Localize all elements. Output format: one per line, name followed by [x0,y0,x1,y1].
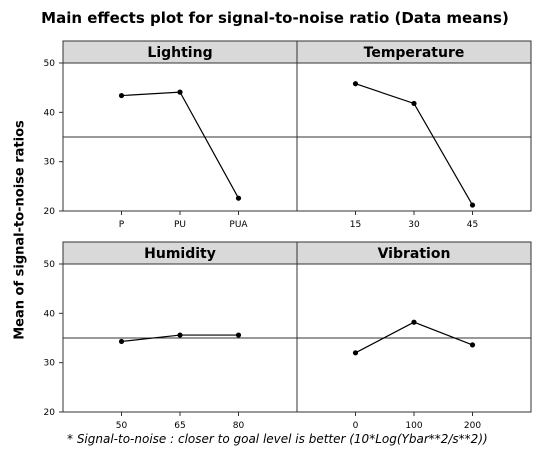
y-tick-label: 40 [44,309,56,319]
data-point [177,332,183,338]
panel-vibration: Vibration 0 100 200 [296,241,532,431]
panel-title-humidity: Humidity [144,246,216,262]
x-tick-label: 50 [116,421,128,431]
x-tick-label: P [119,220,125,230]
x-tick-label: PUA [229,220,248,230]
footnote: * Signal-to-noise : closer to goal level… [67,432,488,446]
x-tick-label: 15 [350,220,361,230]
data-point [177,89,183,95]
data-point [118,338,125,345]
data-point [469,342,476,348]
data-point [352,350,359,356]
panel-title-vibration: Vibration [378,246,451,262]
x-tick-label: 100 [405,421,422,431]
y-tick-label: 30 [44,359,56,369]
y-tick-label: 20 [44,408,56,418]
data-point [411,319,417,325]
data-point [352,81,359,87]
panel-humidity: Humidity 20 30 40 50 50 65 80 [44,241,298,431]
data-point [469,202,476,208]
data-point [411,100,417,107]
x-tick-label: 200 [464,421,481,431]
x-tick-label: 0 [353,421,359,431]
chart-title: Main effects plot for signal-to-noise ra… [41,9,509,27]
y-tick-label: 20 [44,207,56,217]
panel-temperature: Temperature 15 30 45 [296,40,532,230]
y-tick-label: 40 [44,108,56,118]
x-tick-label: 80 [233,421,245,431]
panel-title-lighting: Lighting [147,45,212,61]
data-point [235,332,242,338]
y-tick-label: 50 [44,59,56,69]
x-tick-label: 30 [408,220,420,230]
data-point [118,92,125,99]
y-tick-label: 50 [44,260,56,270]
panel-lighting: Lighting 20 30 40 50 P PU PUA [44,40,298,230]
data-point [235,195,242,201]
x-tick-label: 65 [174,421,185,431]
y-tick-label: 30 [44,158,56,168]
x-tick-label: 45 [467,220,478,230]
panel-title-temperature: Temperature [364,45,465,61]
x-tick-label: PU [174,220,186,230]
